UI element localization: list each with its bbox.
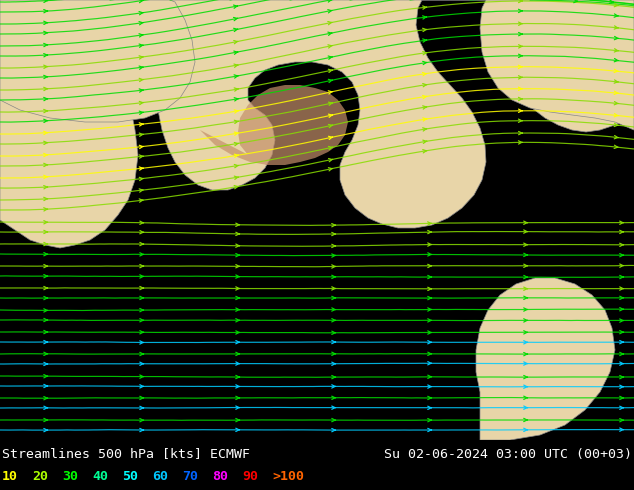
Text: 60: 60 [152,469,168,483]
Polygon shape [0,0,195,122]
Text: >100: >100 [272,469,304,483]
Polygon shape [0,0,634,248]
Polygon shape [476,278,615,440]
Text: 20: 20 [32,469,48,483]
Text: 70: 70 [182,469,198,483]
Text: 50: 50 [122,469,138,483]
Text: Streamlines 500 hPa [kts] ECMWF: Streamlines 500 hPa [kts] ECMWF [2,447,250,461]
Text: 30: 30 [62,469,78,483]
Polygon shape [480,0,634,130]
Text: 80: 80 [212,469,228,483]
Polygon shape [200,85,348,165]
Text: 40: 40 [92,469,108,483]
Text: Su 02-06-2024 03:00 UTC (00+03): Su 02-06-2024 03:00 UTC (00+03) [384,447,632,461]
Text: 10: 10 [2,469,18,483]
Text: 90: 90 [242,469,258,483]
